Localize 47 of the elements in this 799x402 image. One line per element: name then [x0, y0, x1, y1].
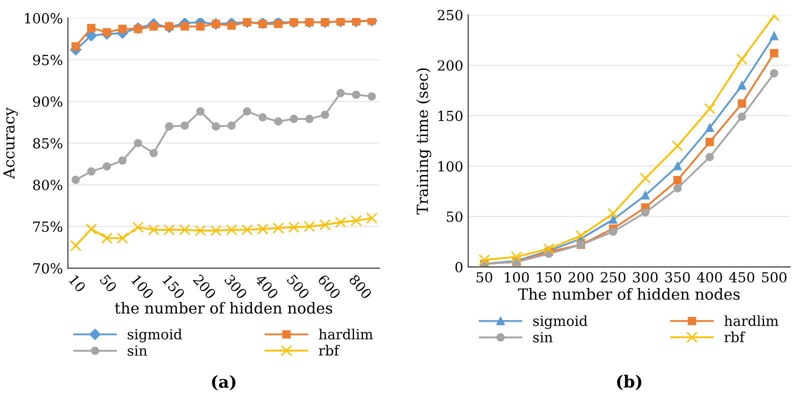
legend-label: sigmoid	[128, 328, 182, 342]
text: (a)	[212, 375, 236, 390]
x-tick-label: 500	[762, 272, 786, 283]
y-tick-label: 80%	[33, 180, 62, 190]
x-tick-label: 150	[162, 274, 186, 300]
y-tick-label: 100%	[25, 13, 62, 24]
x-axis-title: The number of hidden nodes	[518, 288, 740, 300]
y-tick-label: 90%	[33, 96, 62, 107]
y-tick-label: 150	[438, 110, 462, 122]
x-tick-label: 100	[504, 272, 529, 283]
x-tick-label: 50	[99, 274, 118, 293]
x-tick-label: 300	[633, 272, 658, 283]
y-tick-label: 85%	[33, 138, 62, 149]
y-tick-label: 70%	[33, 263, 62, 274]
y-tick-label: 200	[438, 60, 462, 71]
legend-label: rbf	[724, 332, 746, 342]
x-tick-label: 100	[130, 274, 154, 300]
x-tick-label: 150	[537, 272, 562, 283]
x-tick-label: 600	[317, 274, 342, 300]
x-tick-label: 50	[476, 272, 492, 283]
x-tick-label: 200	[568, 272, 594, 283]
x-tick-label: 10	[68, 274, 86, 293]
x-tick-label: 500	[286, 274, 310, 300]
x-tick-label: 800	[348, 274, 372, 300]
x-axis-title: the number of hidden nodes	[114, 302, 332, 314]
y-tick-label: 250	[438, 10, 462, 20]
y-axis-title: Accuracy	[3, 107, 18, 179]
x-tick-label: 450	[729, 272, 754, 283]
legend-label: sin	[533, 332, 553, 342]
y-tick-label: 0	[455, 262, 462, 272]
y-tick-label: 100	[438, 161, 462, 172]
legend-label: sin	[128, 345, 148, 356]
legend-label: hardlim	[318, 328, 373, 340]
y-tick-label: 95%	[33, 54, 62, 66]
legend-label: sigmoid	[533, 315, 588, 329]
text: (b)	[617, 374, 642, 390]
x-tick-label: 200	[192, 274, 217, 300]
y-tick-label: 50	[446, 211, 462, 222]
x-tick-label: 400	[696, 272, 722, 283]
x-tick-label: 300	[224, 274, 248, 300]
x-tick-label: 400	[254, 273, 279, 300]
x-tick-label: 250	[600, 272, 626, 283]
y-axis-title: Training time (sec)	[416, 68, 432, 214]
x-tick-label: 350	[665, 272, 690, 283]
legend-label: hardlim	[724, 315, 778, 326]
y-tick-label: 75%	[33, 221, 62, 232]
legend-label: rbf	[318, 344, 340, 356]
